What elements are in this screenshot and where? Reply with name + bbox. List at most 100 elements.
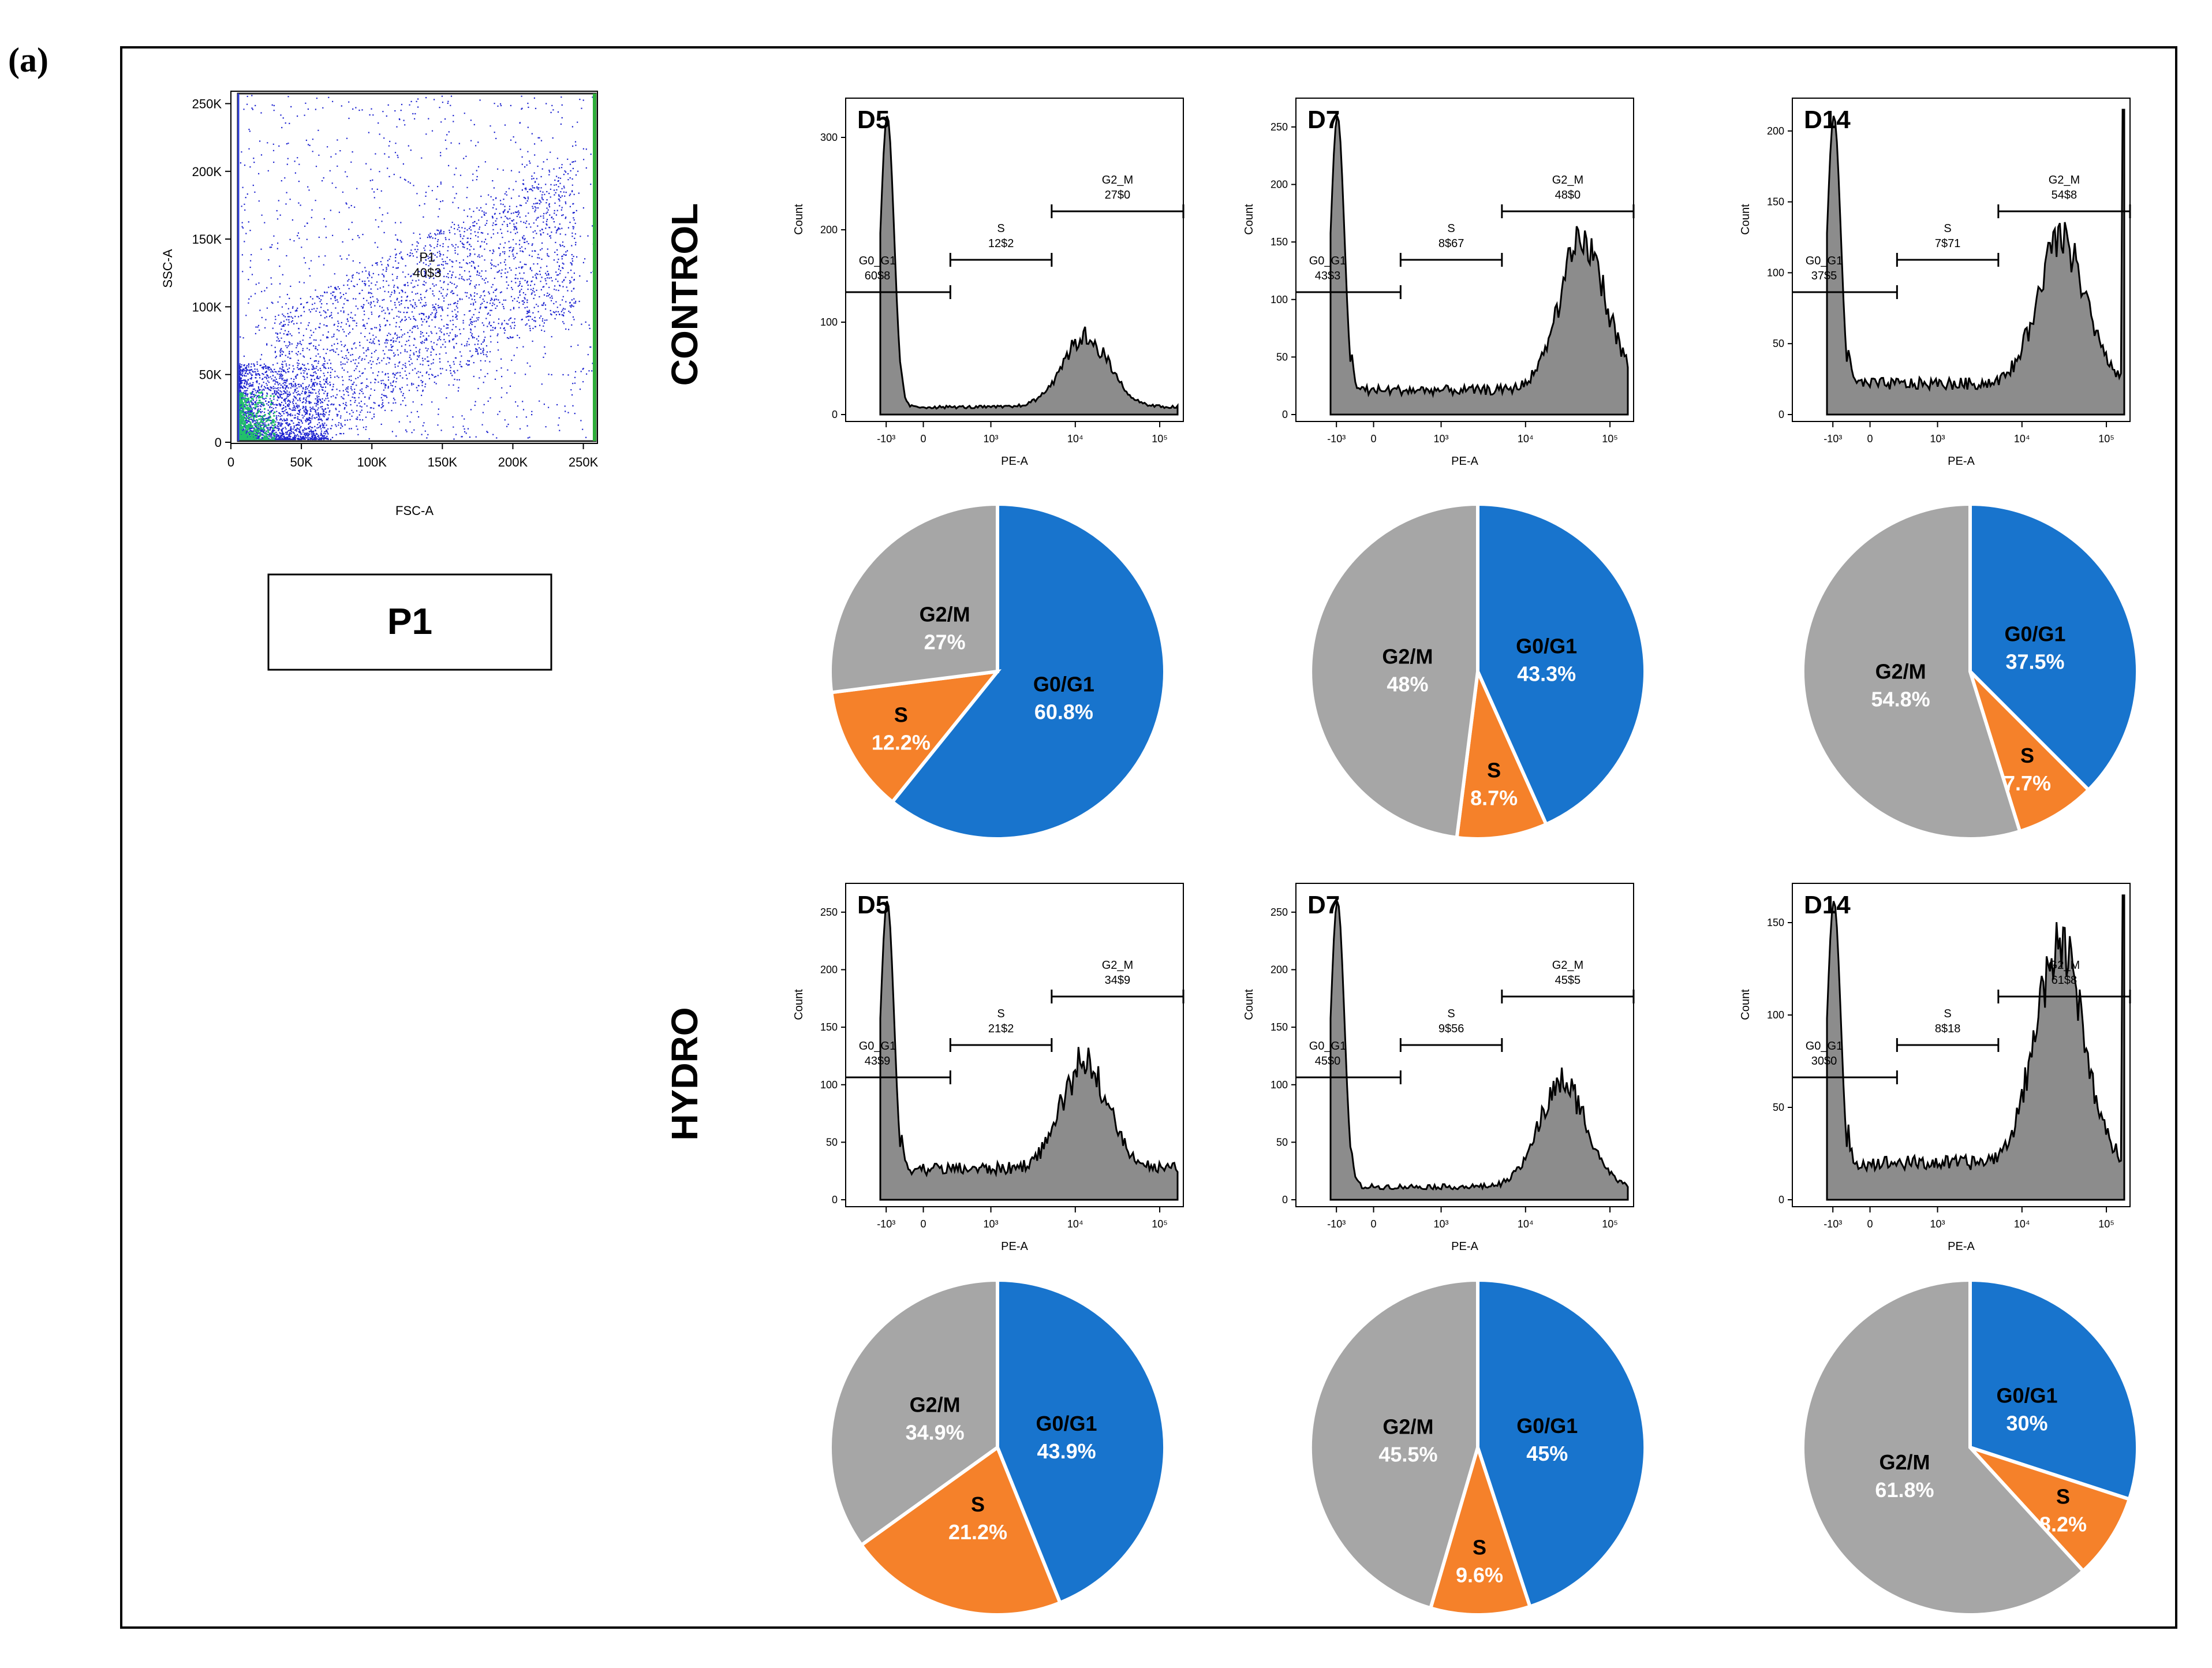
scatter-y-tick-label: 0	[215, 435, 222, 450]
histogram-y-tick-label: 0	[832, 1194, 838, 1206]
gate-value: 45$0	[1315, 1055, 1341, 1068]
histogram-x-label: PE-A	[1948, 455, 1975, 468]
panel-hydro-d5: D5 PE-A Count 0 50 100 150 200 250 -10³ 0 10³ 10⁴ 10⁵…	[793, 883, 1185, 1617]
histogram-x-tick-label: 10³	[984, 1218, 999, 1230]
pie-label-name: S	[1473, 1535, 1486, 1559]
pie-slice-s	[829, 669, 1002, 805]
pie-slice-g2m	[1801, 1278, 2086, 1617]
pie-label-name: G0/G1	[1516, 635, 1577, 658]
panel-control-d5: D5 PE-A Count 0 100 200 300 -10³ 0 10³ 10⁴ 10⁵ G0_G1…	[793, 98, 1185, 841]
histogram-y-label: Count	[793, 989, 805, 1020]
gate-name: G0_G1	[1309, 255, 1346, 267]
histogram-x-tick-label: -10³	[1327, 433, 1346, 445]
histogram-x-tick-label: 0	[1371, 1218, 1377, 1230]
pie-label-name: G2/M	[910, 1393, 961, 1416]
gate-name: S	[1447, 1007, 1455, 1020]
pie-label-value: 37.5%	[2005, 650, 2064, 673]
histogram-y-tick-label: 100	[1271, 294, 1288, 305]
gate-value: 61$8	[2052, 974, 2078, 987]
panel-label: (a)	[8, 41, 48, 79]
histogram-x-tick-label: 0	[1867, 433, 1873, 445]
pie-slice-g2m	[1800, 502, 2022, 841]
panel-hydro-d7: D7 PE-A Count 0 50 100 150 200 250 -10³ 0 10³ 10⁴ 10⁵…	[1243, 883, 1647, 1617]
histogram-y-label: Count	[1243, 989, 1256, 1020]
histogram-x-tick-label: 10⁵	[2098, 433, 2114, 445]
pie-label-name: G2/M	[1875, 659, 1926, 683]
scatter-y-tick-label: 200K	[192, 165, 222, 179]
row-label-hydro: HYDRO	[664, 1007, 705, 1140]
histogram-y-tick-label: 0	[1778, 409, 1784, 420]
histogram-x-tick-label: 10⁴	[1067, 433, 1083, 445]
histogram-x-tick-label: 10³	[1930, 433, 1945, 445]
pie-label-value: 30%	[2007, 1411, 2048, 1435]
gate-value: 8$67	[1438, 237, 1464, 250]
histogram-y-tick-label: 150	[1271, 236, 1288, 248]
scatter-x-tick-label: 250K	[569, 455, 599, 469]
histogram-x-tick-label: -10³	[877, 1218, 895, 1230]
pie-slice-s	[1964, 1443, 2132, 1574]
panel-control-d7: D7 PE-A Count 0 50 100 150 200 250 -10³ 0 10³ 10⁴ 10⁵…	[1243, 98, 1647, 841]
scatter-gate-value: 40$3	[413, 266, 442, 280]
pie-label-name: G2/M	[1382, 644, 1433, 668]
histogram-curve	[1826, 894, 2125, 1201]
pie-label-value: 48%	[1387, 672, 1428, 696]
gate-name: G0_G1	[859, 1040, 896, 1053]
histogram-y-tick-label: 50	[1773, 1102, 1784, 1113]
histogram-x-tick-label: 10⁴	[1518, 1218, 1534, 1230]
histogram: D7 PE-A Count 0 50 100 150 200 250 -10³ 0 10³ 10⁴ 10⁵…	[1243, 98, 1635, 468]
scatter-x-tick-label: 150K	[428, 455, 458, 469]
gate-value: 43$3	[1315, 270, 1341, 282]
scatter-y-tick-label: 150K	[192, 232, 222, 247]
histogram-x-tick-label: 10³	[984, 433, 999, 445]
histogram-x-tick-label: 10⁵	[1602, 433, 1617, 445]
histogram-x-tick-label: 10⁵	[1152, 1218, 1167, 1230]
pie-slice-g2m	[828, 1278, 999, 1548]
histogram-y-tick-label: 200	[820, 964, 838, 976]
pie-label-value: 12.2%	[872, 730, 931, 754]
gate-value: 21$2	[988, 1023, 1014, 1035]
pie-label-value: 61.8%	[1875, 1478, 1934, 1502]
gate-name: S	[1447, 222, 1455, 235]
pie-label-value: 43.3%	[1517, 662, 1576, 686]
scatter-x-tick-label: 100K	[357, 455, 387, 469]
histogram-y-tick-label: 0	[832, 409, 838, 420]
gate-value: 45$5	[1555, 974, 1581, 987]
pie-label-value: 60.8%	[1034, 700, 1093, 724]
histogram-x-tick-label: 10⁵	[1152, 433, 1167, 445]
gate-value: 8$18	[1935, 1023, 1961, 1035]
pie-label-value: 9.6%	[1456, 1563, 1503, 1587]
gate-name: G2_M	[1552, 174, 1583, 186]
pie-slice-g0g1	[1968, 502, 2140, 793]
histogram-y-tick-label: 0	[1282, 409, 1288, 420]
histogram-x-tick-label: 10³	[1434, 433, 1449, 445]
scatter-dots	[238, 95, 595, 442]
gate-name: S	[997, 222, 1004, 235]
gate-name: G2_M	[2049, 959, 2080, 972]
pie-slice-g2m	[828, 502, 999, 695]
scatter-y-tick-label: 250K	[192, 96, 222, 111]
scatter-y-tick-label: 100K	[192, 300, 222, 314]
histogram: D5 PE-A Count 0 100 200 300 -10³ 0 10³ 10⁴ 10⁵ G0_G1…	[793, 98, 1185, 468]
histogram-x-tick-label: 10³	[1434, 1218, 1449, 1230]
histogram-x-tick-label: -10³	[1824, 433, 1842, 445]
gate-value: 60$8	[865, 270, 891, 282]
histogram-y-tick-label: 150	[820, 1021, 838, 1033]
pie-label-name: G2/M	[1383, 1415, 1433, 1439]
histogram-x-tick-label: -10³	[1824, 1218, 1842, 1230]
histogram-title: D5	[857, 106, 890, 134]
histogram-x-tick-label: 10⁵	[1602, 1218, 1617, 1230]
histogram-y-tick-label: 100	[820, 1079, 838, 1091]
histogram-y-tick-label: 200	[1767, 125, 1784, 137]
scatter-y-tick-label: 50K	[199, 368, 222, 382]
histogram-curve	[1826, 109, 2125, 416]
histogram-x-tick-label: 10⁴	[1067, 1218, 1083, 1230]
histogram-y-tick-label: 0	[1778, 1194, 1784, 1206]
histogram: D14 PE-A Count 0 50 100 150 -10³ 0 10³ 10⁴ 10⁵ G0_G1…	[1739, 883, 2131, 1253]
histogram-x-label: PE-A	[1001, 1240, 1028, 1253]
histogram-x-label: PE-A	[1451, 455, 1478, 468]
pie-label-name: S	[1487, 758, 1501, 782]
histogram-x-tick-label: -10³	[877, 433, 895, 445]
gate-name: G2_M	[2049, 174, 2080, 186]
histogram-y-tick-label: 100	[1767, 1009, 1784, 1021]
histogram-x-label: PE-A	[1948, 1240, 1975, 1253]
